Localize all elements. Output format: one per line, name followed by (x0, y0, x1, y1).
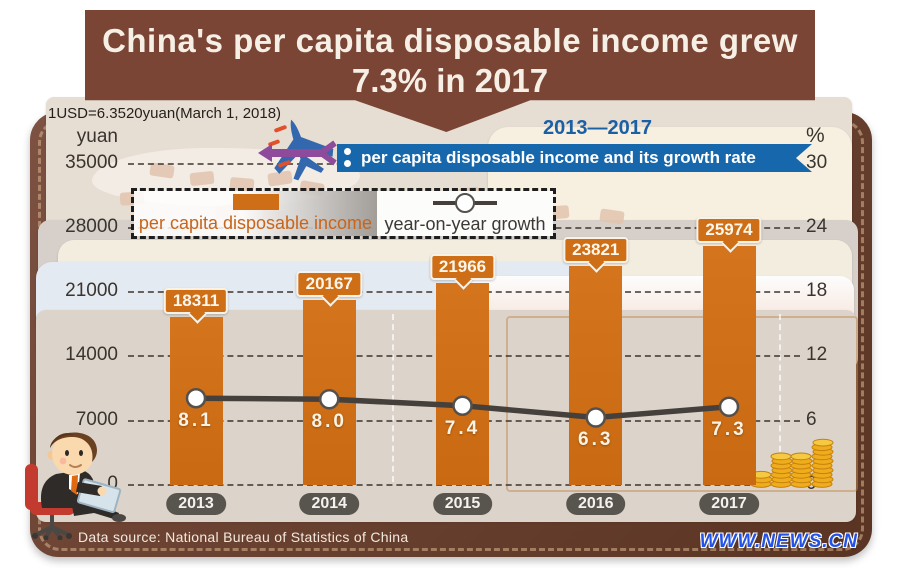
ribbon-dot (344, 160, 351, 167)
left-axis-tick: 7000 (75, 408, 118, 430)
year-pill: 2016 (565, 493, 626, 515)
map-doodle-tile (189, 170, 215, 187)
growth-value-label: 7.3 (711, 418, 747, 440)
line-marker-icon (433, 192, 497, 213)
gridline (128, 484, 800, 486)
bar-swatch-icon (232, 193, 279, 210)
watermark: www.news.cn (699, 531, 858, 552)
decorative-stitch-line (779, 314, 781, 482)
bar-value-tag: 18311 (163, 287, 229, 314)
left-axis-tick: 14000 (65, 344, 118, 366)
left-axis-tick: 21000 (65, 280, 118, 302)
year-pill: 2017 (699, 493, 759, 515)
year-pill: 2015 (432, 493, 493, 515)
left-axis-tick: 35000 (65, 151, 118, 173)
year-pill: 2013 (166, 493, 226, 515)
income-bar (702, 246, 756, 485)
subtitle-ribbon-label: per capita disposable income and its gro… (361, 148, 756, 167)
page-title-line1: China's per capita disposable income gre… (102, 22, 798, 59)
growth-value-label: 8.1 (178, 410, 214, 432)
income-bar (569, 266, 623, 485)
right-axis-unit: % (806, 124, 825, 147)
left-axis-unit: yuan (76, 126, 118, 147)
right-axis-tick: 24 (806, 215, 828, 237)
growth-value-label: 8.0 (311, 411, 347, 433)
income-bar (169, 316, 223, 485)
left-axis-tick: 28000 (65, 215, 118, 237)
legend: per capita disposable income year-on-yea… (131, 188, 556, 239)
right-axis-tick: 0 (806, 473, 817, 494)
ribbon-dot (344, 148, 351, 155)
inner-panel-border (506, 316, 858, 492)
exchange-rate-note: 1USD=6.3520yuan(March 1, 2018) (48, 105, 282, 122)
data-source: Data source: National Bureau of Statisti… (78, 529, 409, 545)
subtitle-ribbon: per capita disposable income and its gro… (337, 144, 812, 172)
right-axis-tick: 6 (806, 408, 817, 430)
left-axis-tick: 0 (107, 473, 118, 494)
growth-value-label: 6.3 (578, 429, 614, 451)
year-pill: 2014 (299, 493, 360, 515)
income-bar (436, 283, 489, 485)
legend-line-item: year-on-year growth (377, 191, 553, 236)
period-label: 2013—2017 (543, 117, 652, 139)
legend-bar-item: per capita disposable income (134, 191, 377, 236)
legend-bar-label: per capita disposable income (138, 212, 373, 233)
decorative-stitch-line (392, 314, 394, 482)
growth-value-label: 7.4 (444, 417, 481, 439)
legend-line-label: year-on-year growth (384, 213, 546, 234)
right-axis-tick: 18 (806, 280, 828, 302)
page-title-line2: 7.3% in 2017 (351, 62, 549, 99)
bar-value-tag: 20167 (296, 270, 362, 297)
income-bar (302, 299, 356, 485)
right-axis-tick: 30 (806, 151, 828, 173)
right-axis-tick: 12 (806, 344, 828, 366)
